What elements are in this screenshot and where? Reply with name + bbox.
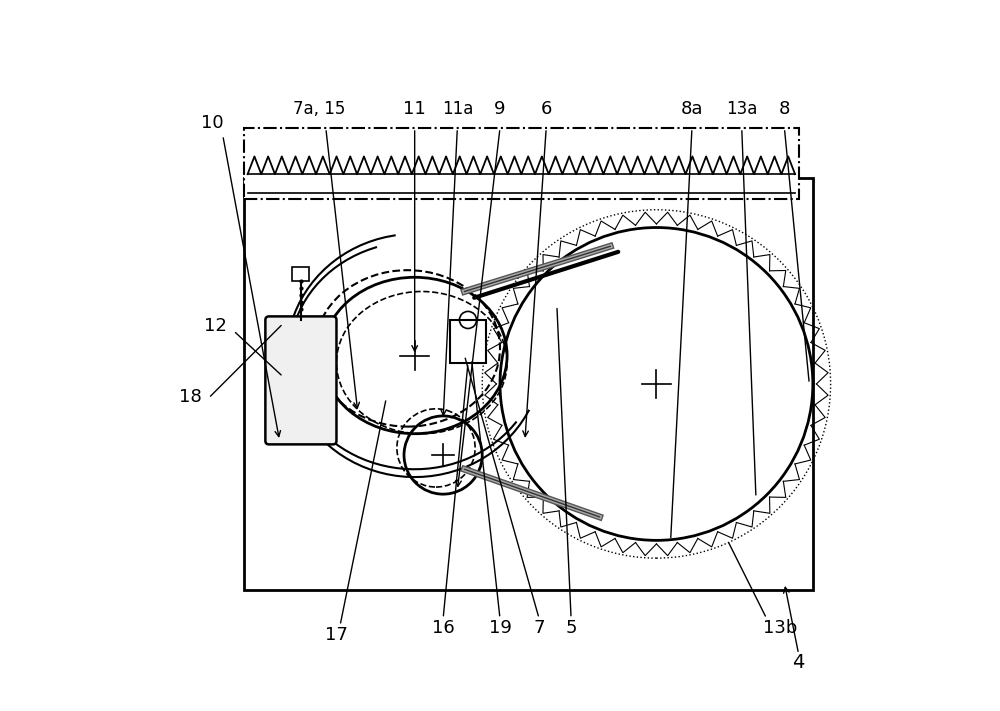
Text: 5: 5	[565, 619, 577, 637]
Text: 8a: 8a	[681, 100, 703, 118]
Bar	[244, 178, 813, 590]
Text: 4: 4	[792, 653, 805, 673]
Text: 13b: 13b	[763, 619, 797, 637]
Bar	[244, 128, 799, 199]
Bar	[450, 320, 486, 363]
Text: 11: 11	[403, 100, 426, 118]
Text: 7: 7	[533, 619, 545, 637]
Text: 6: 6	[541, 100, 552, 118]
Text: 11a: 11a	[442, 100, 473, 118]
Text: 17: 17	[325, 626, 348, 644]
Text: 12: 12	[204, 316, 227, 335]
Text: 13a: 13a	[726, 100, 757, 118]
Text: 19: 19	[489, 619, 511, 637]
Text: 16: 16	[432, 619, 454, 637]
Text: 10: 10	[201, 114, 223, 132]
Text: 7a, 15: 7a, 15	[293, 100, 345, 118]
Text: 18: 18	[179, 387, 202, 406]
Text: 9: 9	[494, 100, 506, 118]
FancyBboxPatch shape	[265, 316, 336, 444]
Bar	[292, 267, 309, 281]
Text: 8: 8	[779, 100, 790, 118]
